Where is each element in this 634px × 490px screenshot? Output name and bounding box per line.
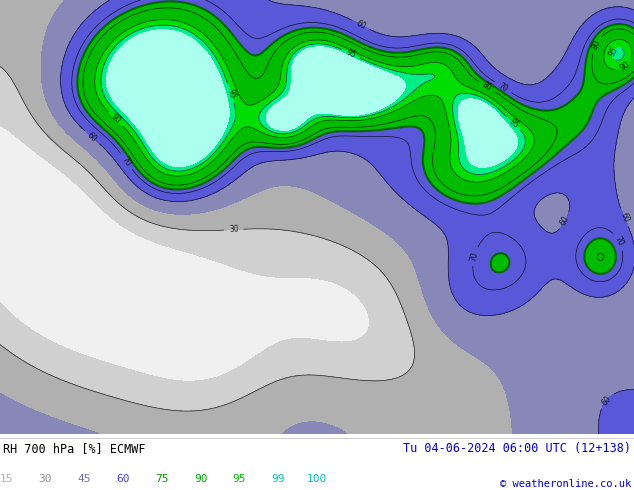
Text: 95: 95 [507,117,521,130]
Text: 95: 95 [233,474,246,484]
Text: 70: 70 [120,155,133,168]
Text: 60: 60 [116,474,129,484]
Text: 15: 15 [0,474,13,484]
Text: 60: 60 [86,131,99,144]
Text: 99: 99 [271,474,285,484]
Text: 95: 95 [225,88,236,100]
Text: 60: 60 [559,215,571,227]
Text: 75: 75 [155,474,169,484]
Text: 30: 30 [39,474,52,484]
Text: 70: 70 [469,250,480,262]
Text: © weatheronline.co.uk: © weatheronline.co.uk [500,479,631,489]
Text: 60: 60 [618,211,630,223]
Text: 95: 95 [607,45,619,58]
Text: 90: 90 [618,60,631,73]
Text: 70: 70 [612,235,625,248]
Text: 90: 90 [109,112,122,125]
Text: 60: 60 [354,19,367,31]
Text: 60: 60 [600,394,613,407]
Text: 95: 95 [344,48,357,60]
Text: 80: 80 [590,39,602,51]
Text: 45: 45 [77,474,91,484]
Text: 80: 80 [480,80,493,93]
Text: Tu 04-06-2024 06:00 UTC (12+138): Tu 04-06-2024 06:00 UTC (12+138) [403,442,631,455]
Text: 30: 30 [229,225,239,234]
Text: 70: 70 [496,81,510,94]
Text: 100: 100 [307,474,327,484]
Text: RH 700 hPa [%] ECMWF: RH 700 hPa [%] ECMWF [3,442,146,455]
Text: 90: 90 [194,474,207,484]
